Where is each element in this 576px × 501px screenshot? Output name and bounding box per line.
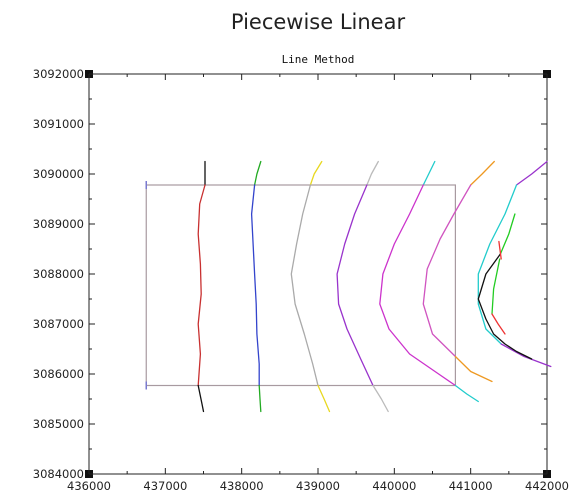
contour-line-9 <box>366 160 379 186</box>
y-tick-label: 3092000 <box>33 67 84 81</box>
contour-line-23 <box>491 258 501 315</box>
contour-line-25 <box>498 240 502 260</box>
contour-line-18 <box>515 160 548 186</box>
contour-line-12 <box>422 160 436 186</box>
contour-line-4 <box>250 184 260 387</box>
contour-line-14 <box>454 384 479 403</box>
x-tick-label: 442000 <box>525 479 569 493</box>
contour-line-5 <box>258 384 262 413</box>
contour-line-7 <box>290 184 319 387</box>
chart-subtitle: Line Method <box>282 53 355 66</box>
y-tick-label: 3087000 <box>33 317 84 331</box>
y-tick-label: 3085000 <box>33 417 84 431</box>
contour-line-10 <box>336 184 374 387</box>
contour-line-21 <box>499 213 516 255</box>
tick-labels: 436000 437000 438000 439000 440000 441000 4420… <box>33 67 569 493</box>
contour-line-6 <box>309 160 323 186</box>
contour-line-15 <box>470 160 495 186</box>
y-tick-label: 3086000 <box>33 367 84 381</box>
contour-line-13 <box>379 184 457 387</box>
contour-line-3 <box>253 160 262 186</box>
data-extent-box <box>145 181 456 390</box>
x-tick-label: 438000 <box>220 479 264 493</box>
chart-title: Piecewise Linear <box>231 10 406 34</box>
contour-line-1 <box>197 184 206 387</box>
contour-line-17 <box>454 355 493 383</box>
contour-line-8 <box>317 384 331 413</box>
contour-line-16 <box>422 184 472 358</box>
y-tick-label: 3088000 <box>33 267 84 281</box>
extent-box-rect <box>145 184 456 387</box>
x-tick-label: 436000 <box>67 479 111 493</box>
y-tick-label: 3090000 <box>33 167 84 181</box>
y-tick-label: 3084000 <box>33 467 84 481</box>
x-tick-label: 440000 <box>372 479 416 493</box>
contour-line-24 <box>491 313 506 335</box>
contour-line-20 <box>500 343 552 368</box>
x-tick-label: 439000 <box>296 479 340 493</box>
y-tick-label: 3089000 <box>33 217 84 231</box>
x-tick-label: 441000 <box>449 479 493 493</box>
contour-line-11 <box>372 384 389 413</box>
axis-ticks <box>88 73 548 475</box>
y-tick-label: 3091000 <box>33 117 84 131</box>
contour-line-19 <box>477 184 518 345</box>
x-tick-label: 437000 <box>143 479 187 493</box>
contour-line-2 <box>197 384 205 413</box>
contour-line-22 <box>477 253 533 360</box>
contour-lines <box>197 160 552 413</box>
